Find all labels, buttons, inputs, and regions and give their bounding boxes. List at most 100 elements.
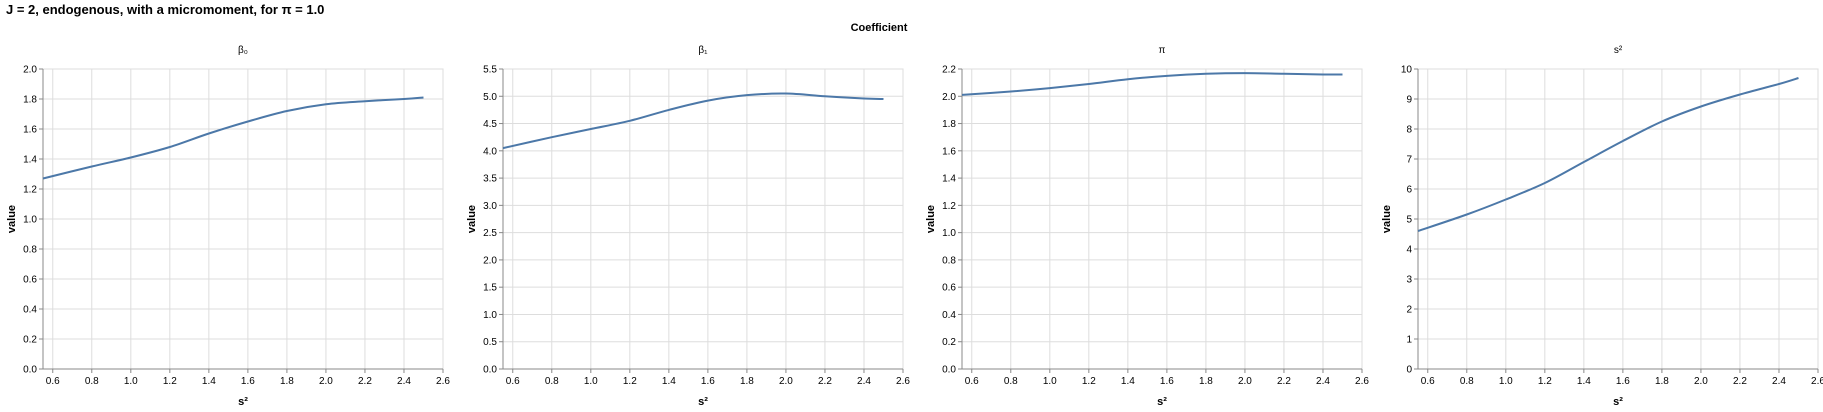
y-tick-label: 0.0 — [483, 365, 497, 376]
x-tick-label: 2.0 — [319, 376, 333, 387]
y-tick-label: 5.5 — [483, 65, 497, 76]
y-tick-label: 1.0 — [942, 228, 956, 239]
x-tick-label: 1.2 — [1538, 376, 1552, 387]
y-tick-label: 0.4 — [23, 305, 37, 316]
y-tick-label: 0.2 — [23, 335, 37, 346]
x-tick-label: 2.4 — [1316, 376, 1330, 387]
y-tick-label: 1.6 — [23, 125, 37, 136]
plot-frame — [961, 68, 1363, 370]
x-tick-label: 2.0 — [1694, 376, 1708, 387]
x-tick-label: 2.6 — [1811, 376, 1823, 387]
y-tick-label: 3 — [1406, 275, 1412, 286]
x-tick-label: 1.4 — [202, 376, 216, 387]
y-tick-label: 4.5 — [483, 119, 497, 130]
y-tick-label: 4.0 — [483, 146, 497, 157]
y-tick-label: 1.0 — [23, 215, 37, 226]
y-tick-label: 1.2 — [942, 201, 956, 212]
x-tick-label: 1.0 — [124, 376, 138, 387]
y-tick-label: 0.8 — [23, 245, 37, 256]
y-tick-label: 6 — [1406, 185, 1412, 196]
x-tick-label: 0.6 — [46, 376, 60, 387]
x-tick-label: 2.2 — [1733, 376, 1747, 387]
panel-1: β₀ 0.0 0.2 0.4 0.6 0.8 1.0 1.2 1.4 1.6 1.8 2.0 0.6 0.… — [6, 45, 450, 408]
x-tick-label: 1.2 — [623, 376, 637, 387]
y-tick-label: 8 — [1406, 125, 1412, 136]
series-line — [961, 72, 1343, 96]
y-tick-label: 0 — [1406, 365, 1412, 376]
y-tick-label: 9 — [1406, 95, 1412, 106]
x-tick-label: 1.8 — [1199, 376, 1213, 387]
x-tick-label: 1.6 — [1160, 376, 1174, 387]
x-tick-label: 1.4 — [662, 376, 676, 387]
x-tick-label: 0.8 — [545, 376, 559, 387]
facet-header: Coefficient — [851, 22, 908, 34]
panel-3: π 0.0 0.2 0.4 0.6 0.8 1.0 1.2 1.4 1.6 1.8 2.0 2.2 0.6… — [925, 45, 1369, 408]
y-tick-label: 3.0 — [483, 201, 497, 212]
x-tick-label: 2.2 — [818, 376, 832, 387]
y-tick-label: 7 — [1406, 155, 1412, 166]
y-tick-label: 10 — [1401, 65, 1413, 76]
y-axis-title: value — [6, 205, 18, 233]
y-axis-title: value — [1381, 205, 1393, 233]
x-tick-label: 0.6 — [506, 376, 520, 387]
x-tick-label: 2.6 — [896, 376, 910, 387]
x-tick-label: 0.6 — [1421, 376, 1435, 387]
y-tick-label: 2.5 — [483, 228, 497, 239]
x-tick-label: 1.2 — [1082, 376, 1096, 387]
y-tick-label: 2.0 — [942, 92, 956, 103]
y-tick-label: 2.0 — [483, 255, 497, 266]
y-tick-label: 0.6 — [942, 283, 956, 294]
chart-title: J = 2, endogenous, with a micromoment, f… — [6, 2, 324, 17]
x-axis-title: s² — [698, 396, 708, 408]
y-tick-label: 3.5 — [483, 174, 497, 185]
x-tick-label: 1.0 — [1043, 376, 1057, 387]
x-tick-label: 0.8 — [1004, 376, 1018, 387]
x-tick-label: 2.4 — [857, 376, 871, 387]
x-tick-label: 0.8 — [85, 376, 99, 387]
series-line — [502, 92, 884, 150]
x-axis-title: s² — [238, 396, 248, 408]
x-tick-label: 1.8 — [1655, 376, 1669, 387]
plot-frame — [502, 68, 904, 370]
y-tick-label: 1.2 — [23, 185, 37, 196]
y-tick-label: 4 — [1406, 245, 1412, 256]
y-tick-label: 1.0 — [483, 310, 497, 321]
y-tick-label: 0.8 — [942, 255, 956, 266]
x-axis-title: s² — [1157, 396, 1167, 408]
y-tick-label: 0.6 — [23, 275, 37, 286]
y-tick-label: 1 — [1406, 335, 1412, 346]
x-tick-label: 2.0 — [1238, 376, 1252, 387]
x-tick-label: 2.0 — [779, 376, 793, 387]
x-tick-label: 0.8 — [1460, 376, 1474, 387]
y-axis-title: value — [925, 205, 937, 233]
panel-2: β₁ 0.0 0.5 1.0 1.5 2.0 2.5 3.0 3.5 4.0 4.5 5.0 5.5 0.… — [466, 45, 910, 408]
y-tick-label: 0.2 — [942, 337, 956, 348]
x-tick-label: 2.6 — [1355, 376, 1369, 387]
y-tick-label: 5 — [1406, 215, 1412, 226]
x-tick-label: 2.2 — [1277, 376, 1291, 387]
panel-title: β₀ — [238, 45, 248, 56]
y-tick-label: 0.5 — [483, 337, 497, 348]
x-tick-label: 1.6 — [241, 376, 255, 387]
x-tick-label: 1.2 — [163, 376, 177, 387]
y-tick-label: 2.2 — [942, 65, 956, 76]
y-tick-label: 2 — [1406, 305, 1412, 316]
y-tick-label: 5.0 — [483, 92, 497, 103]
y-tick-label: 0.0 — [942, 365, 956, 376]
y-tick-label: 1.8 — [23, 95, 37, 106]
x-tick-label: 1.8 — [280, 376, 294, 387]
x-tick-label: 1.8 — [740, 376, 754, 387]
x-tick-label: 2.4 — [397, 376, 411, 387]
panel-title: β₁ — [698, 45, 708, 56]
y-tick-label: 0.4 — [942, 310, 956, 321]
y-tick-label: 1.4 — [942, 174, 956, 185]
y-tick-label: 1.5 — [483, 283, 497, 294]
panels-group: β₀ 0.0 0.2 0.4 0.6 0.8 1.0 1.2 1.4 1.6 1.8 2.0 0.6 0.… — [6, 45, 1823, 408]
x-tick-label: 1.4 — [1121, 376, 1135, 387]
x-tick-label: 2.4 — [1772, 376, 1786, 387]
x-tick-label: 1.0 — [584, 376, 598, 387]
x-tick-label: 2.6 — [436, 376, 450, 387]
x-axis-title: s² — [1613, 396, 1623, 408]
panel-title: s² — [1614, 45, 1623, 56]
series-line — [42, 96, 424, 180]
